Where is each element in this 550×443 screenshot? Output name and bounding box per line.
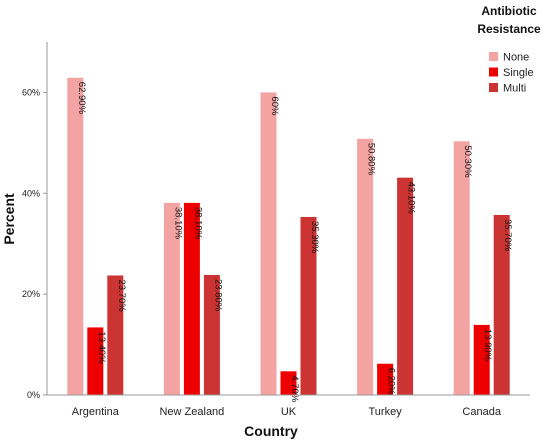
x-tick-label: Canada (462, 406, 501, 418)
y-ticks-group: 0% 20% 40% 60% (22, 87, 47, 400)
bar-none (357, 138, 374, 395)
legend-label-single: Single (503, 67, 534, 79)
x-tick-label: Argentina (72, 406, 120, 418)
bar-single (280, 371, 297, 395)
bar-none (453, 141, 470, 395)
bar-multi (203, 274, 220, 395)
bar-value-label: 43.10% (406, 182, 417, 215)
legend-label-multi: Multi (503, 83, 526, 95)
legend-swatch-multi (489, 83, 498, 92)
bar-none (67, 77, 84, 395)
bar-single (377, 363, 394, 395)
bar-multi (107, 275, 124, 395)
legend: Antibiotic Resistance None Single Multi (477, 4, 541, 95)
legend-items: None Single Multi (489, 52, 534, 95)
bar-single (87, 327, 104, 395)
y-tick-label: 40% (22, 188, 40, 198)
bar-none (163, 202, 180, 395)
bar-value-label: 6.20% (386, 368, 397, 395)
x-tick-label: Turkey (368, 406, 402, 418)
y-tick-label: 60% (22, 87, 40, 97)
bar-value-label: 23.80% (212, 279, 223, 312)
bar-value-label: 13.40% (96, 331, 107, 364)
bar-value-label: 38.10% (172, 207, 183, 240)
x-tick-label: New Zealand (159, 406, 224, 418)
bars-group (67, 77, 510, 395)
bar-value-label: 50.30% (462, 145, 473, 178)
bar-multi (300, 216, 317, 395)
x-ticks-group: Argentina New Zealand UK Turkey Canada (72, 406, 502, 418)
bar-value-label: 50.80% (366, 143, 377, 176)
bar-value-label: 60% (269, 96, 280, 116)
bar-value-label: 4.70% (289, 375, 300, 402)
bar-value-label: 13.90% (482, 329, 493, 362)
legend-title-line-1: Antibiotic (481, 4, 537, 18)
bar-value-label: 35.30% (309, 221, 320, 254)
bar-multi (397, 177, 414, 395)
x-axis-title: Country (244, 423, 298, 439)
bar-single (473, 324, 490, 395)
bar-single (183, 202, 200, 395)
bar-labels-group: 62.90% 13.40% 23.70% 38.10% 38.10% 23.80% 60% 4… (76, 82, 513, 403)
legend-label-none: None (503, 52, 529, 64)
bar-value-label: 62.90% (76, 82, 87, 115)
legend-swatch-single (489, 67, 498, 77)
bar-value-label: 23.70% (116, 279, 127, 312)
y-tick-label: 0% (27, 390, 40, 400)
bar-value-label: 35.70% (502, 219, 513, 252)
legend-title-line-2: Resistance (477, 22, 541, 36)
x-tick-label: UK (281, 406, 297, 418)
bar-multi (493, 214, 510, 395)
bar-none (260, 92, 277, 395)
y-tick-label: 20% (22, 289, 40, 299)
legend-swatch-none (489, 52, 498, 61)
y-axis-title: Percent (1, 193, 17, 245)
bar-value-label: 38.10% (192, 207, 203, 240)
